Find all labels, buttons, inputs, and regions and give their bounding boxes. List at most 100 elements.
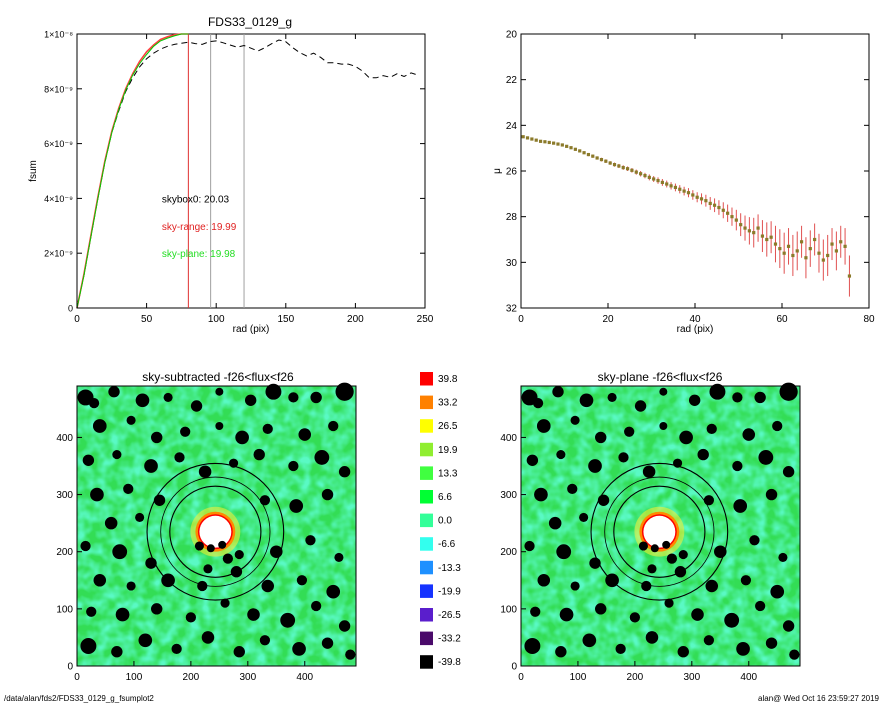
sky-subtracted-masked-source xyxy=(235,430,249,445)
sky-plane-masked-source xyxy=(645,631,659,644)
sky-plane-x-tick-label: 0 xyxy=(518,672,524,683)
mu-y-tick-label: 22 xyxy=(506,75,518,86)
sky-subtracted-masked-source xyxy=(151,431,163,444)
sky-plane-masked-source xyxy=(595,603,607,615)
mu-point xyxy=(847,274,852,278)
mu-point xyxy=(778,247,782,251)
sky-subtracted-y-tick-label: 100 xyxy=(56,604,73,615)
sky-subtracted-masked-source xyxy=(261,579,275,593)
sky-subtracted-masked-source xyxy=(259,635,271,646)
colorbar-label: -26.5 xyxy=(438,610,461,621)
sky-plane-masked-source xyxy=(706,423,717,434)
sky-subtracted-masked-source xyxy=(288,392,299,403)
fsum-annotation-0: skybox0: 20.03 xyxy=(162,194,230,205)
sky-plane-masked-source xyxy=(724,612,740,628)
mu-point xyxy=(826,253,830,258)
sky-subtracted-masked-source xyxy=(190,400,203,412)
mu-point xyxy=(821,258,825,262)
sky-plane-annulus-0 xyxy=(613,485,706,578)
colorbar-label: 26.5 xyxy=(438,421,458,432)
mu-profile-panel: 0 20 40 60 80 20 22 24 26 28 30 32 rad (pix) μ xyxy=(492,30,875,336)
sky-plane-masked-source xyxy=(678,550,688,560)
sky-subtracted-masked-source xyxy=(144,459,158,473)
sky-subtracted-masked-source xyxy=(88,398,100,409)
mu-x-tick-label: 20 xyxy=(602,314,614,325)
sky-subtracted-masked-source xyxy=(93,574,107,587)
sky-plane-x-tick-label: 200 xyxy=(627,672,644,683)
colorbar-swatch xyxy=(420,631,433,646)
sky-subtracted-masked-source xyxy=(305,535,316,546)
colorbar-swatch xyxy=(420,466,433,480)
mu-point xyxy=(525,136,530,140)
sky-subtracted-masked-source xyxy=(80,638,97,654)
mu-point xyxy=(552,141,556,145)
sky-plane-masked-source xyxy=(765,488,778,501)
fsum-x-tick-label: 200 xyxy=(347,314,364,325)
mu-point xyxy=(604,159,608,163)
mu-point xyxy=(839,240,843,244)
sky-plane-masked-source xyxy=(732,392,743,403)
colorbar-label: 6.6 xyxy=(438,492,452,503)
fsum-annotations: skybox0: 20.03 sky-range: 19.99 sky-plane:… xyxy=(162,194,237,260)
sky-subtracted-masked-source xyxy=(244,394,257,406)
sky-plane-masked-source xyxy=(703,495,715,506)
sky-plane-masked-source xyxy=(755,600,766,612)
sky-plane-masked-source xyxy=(537,574,551,587)
mu-point xyxy=(752,231,756,235)
sky-subtracted-masked-source xyxy=(311,600,322,612)
sky-subtracted-masked-source xyxy=(126,581,136,591)
fsum-title: FDS33_0129_g xyxy=(208,15,292,29)
sky-plane-masked-source xyxy=(624,426,635,437)
colorbar-label: 13.3 xyxy=(438,468,458,479)
sky-subtracted-x-ticks: 0 100 200 300 400 xyxy=(74,661,314,683)
colorbar-swatch xyxy=(420,608,433,622)
sky-plane-masked-source xyxy=(570,581,580,591)
sky-plane-masked-source xyxy=(779,382,798,401)
mu-y-tick-label: 20 xyxy=(506,30,518,41)
sky-plane-masked-source xyxy=(526,454,539,466)
sky-subtracted-masked-source xyxy=(222,553,234,564)
mu-point xyxy=(804,256,808,260)
sky-plane-image xyxy=(521,382,800,666)
sky-plane-masked-source xyxy=(659,387,668,396)
mu-point xyxy=(795,249,799,253)
fsum-y-tick-label: 1×10⁻⁸ xyxy=(44,30,73,40)
fsum-annotation-1: sky-range: 19.99 xyxy=(162,222,237,233)
colorbar-swatch xyxy=(420,490,433,504)
sky-subtracted-masked-source xyxy=(310,391,322,404)
sky-plane-masked-source xyxy=(679,430,693,445)
mu-point xyxy=(695,195,699,199)
sky-subtracted-annulus-1 xyxy=(160,476,271,587)
sky-plane-masked-source xyxy=(534,487,548,502)
sky-plane-y-ticks: 0 100 200 300 400 xyxy=(500,433,526,673)
fsum-x-tick-label: 100 xyxy=(208,314,225,325)
fsum-series-0 xyxy=(76,39,419,309)
sky-subtracted-masked-source xyxy=(112,450,122,460)
sky-subtracted-title: sky-subtracted -f26<flux<f26 xyxy=(142,370,294,384)
colorbar-swatch xyxy=(420,655,433,669)
sky-plane-x-ticks: 0 100 200 300 400 xyxy=(518,661,758,683)
sky-plane-y-tick-label: 300 xyxy=(500,490,517,501)
fsum-panel: FDS33_0129_g 0 50 100 150 200 250 0 2×10⁻⁹ 4×10… xyxy=(28,15,434,335)
sky-plane-masked-source xyxy=(782,466,795,478)
sky-subtracted-masked-source xyxy=(111,646,123,658)
mu-point xyxy=(595,156,599,160)
sky-plane-masked-source xyxy=(733,499,748,513)
sky-subtracted-masked-source xyxy=(135,393,150,408)
fsum-annotation-2: sky-plane: 19.98 xyxy=(162,249,236,260)
mu-point xyxy=(617,164,621,168)
sky-plane-masked-source xyxy=(634,400,647,412)
colorbar-swatch xyxy=(420,560,433,575)
mu-point xyxy=(599,157,604,162)
sky-plane-saturated-core xyxy=(643,515,676,548)
mu-y-ticks: 20 22 24 26 28 30 32 xyxy=(506,30,869,315)
sky-plane-annulus-2 xyxy=(590,462,729,601)
mu-point xyxy=(521,135,525,139)
sky-subtracted-masked-source xyxy=(92,419,107,433)
colorbar-swatch xyxy=(420,395,433,410)
sky-plane-masked-source xyxy=(778,552,788,562)
sky-subtracted-masked-source xyxy=(253,448,265,461)
sky-subtracted-masked-source xyxy=(86,606,97,617)
fsum-x-ticks: 0 50 100 150 200 250 xyxy=(74,34,434,325)
